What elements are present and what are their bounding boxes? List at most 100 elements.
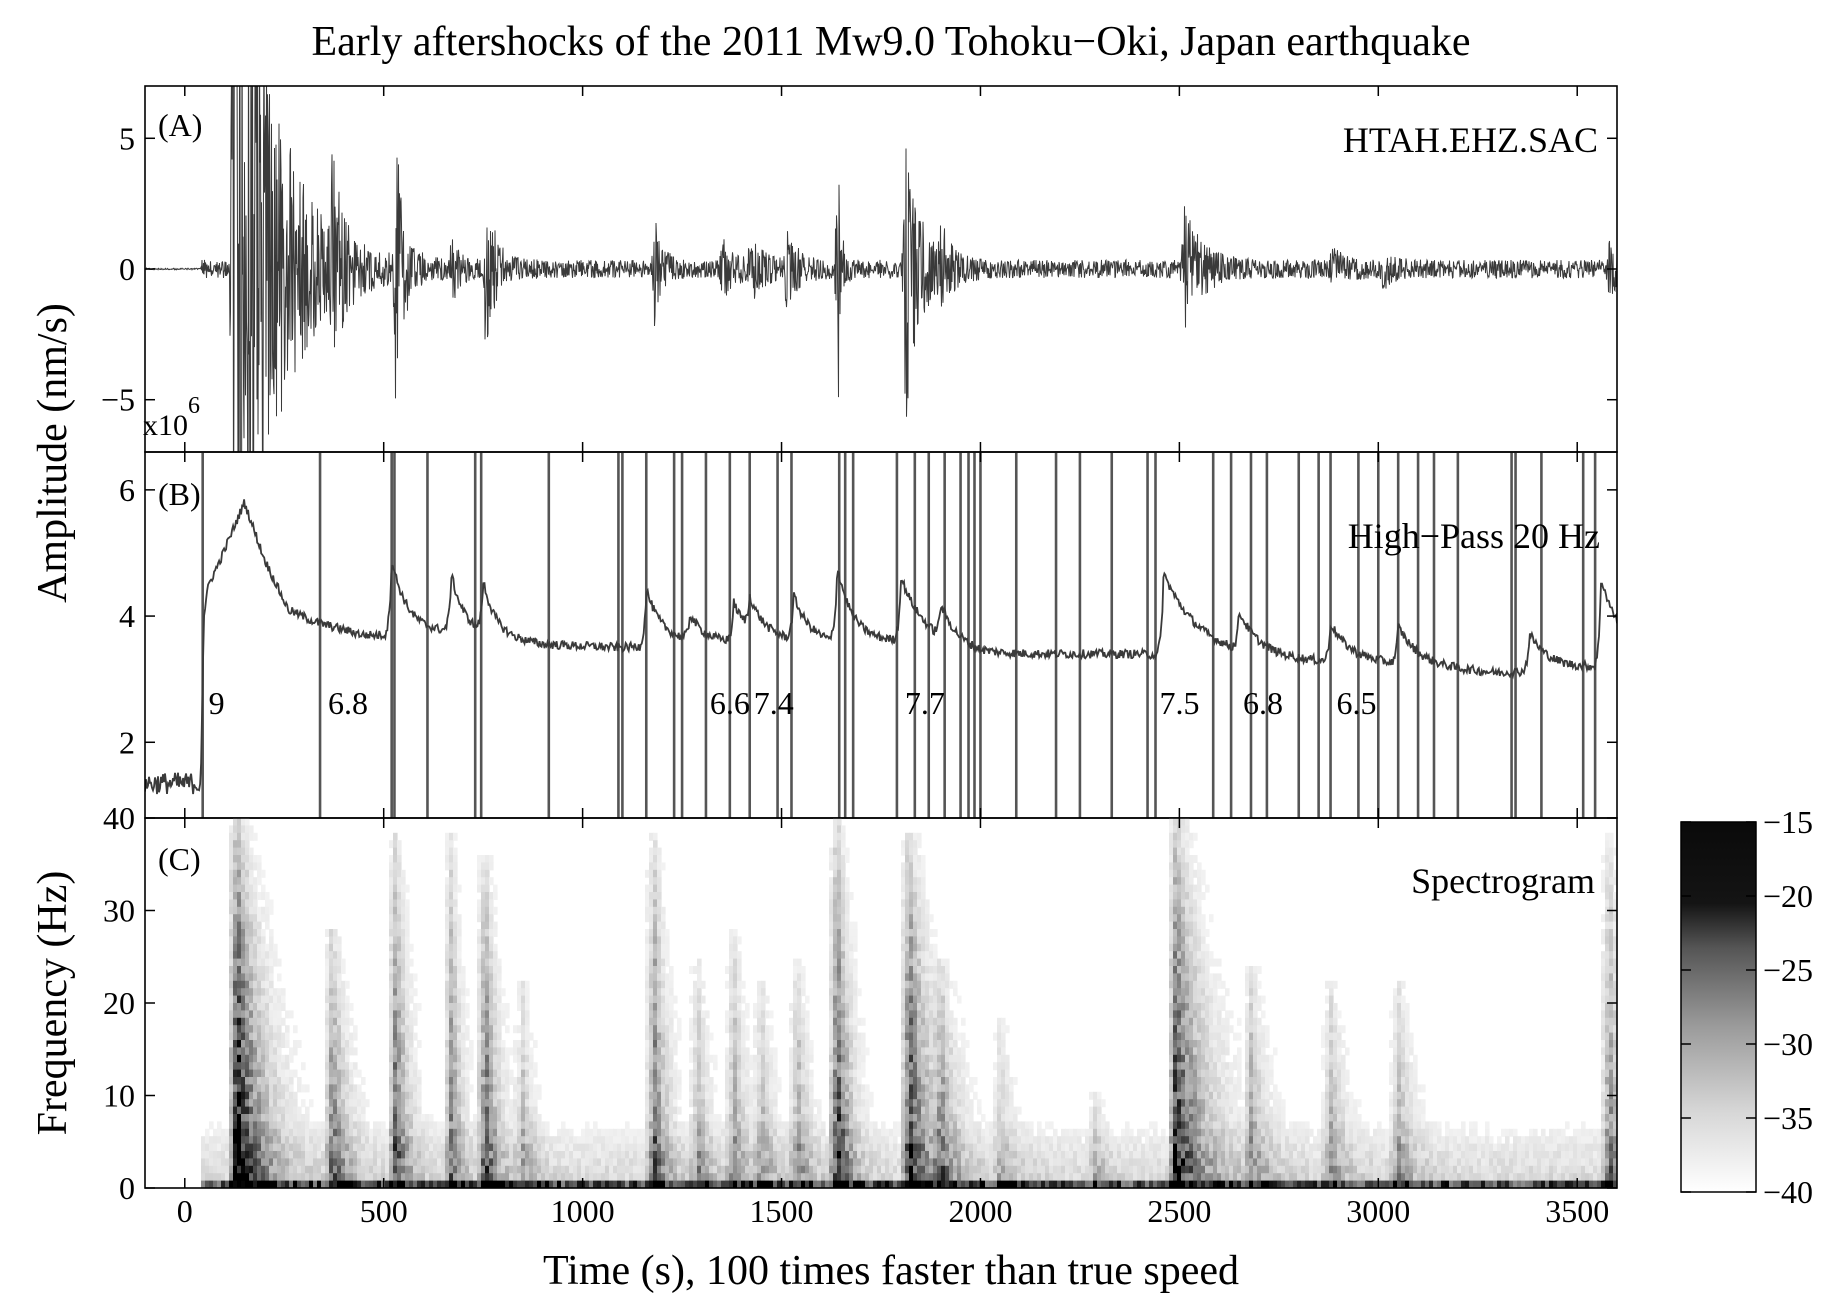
spectrogram-cell — [753, 1099, 758, 1108]
spectrogram-cell — [257, 1047, 262, 1056]
spectrogram-cell — [865, 1151, 870, 1159]
spectrogram-cell — [453, 929, 458, 937]
spectrogram-cell — [329, 1032, 334, 1041]
spectrogram-cell — [909, 988, 914, 997]
spectrogram-cell — [929, 1121, 934, 1130]
spectrogram-cell — [513, 1173, 518, 1182]
spectrogram-cell — [389, 1003, 394, 1011]
spectrogram-cell — [693, 1158, 698, 1167]
spectrogram-cell — [897, 1143, 902, 1152]
spectrogram-cell — [745, 1143, 750, 1152]
spectrogram-cell — [1077, 1165, 1082, 1174]
spectrogram-cell — [397, 855, 402, 863]
spectrogram-cell — [937, 980, 942, 989]
spectrogram-cell — [469, 1173, 474, 1182]
spectrogram-cell — [793, 1003, 798, 1011]
spectrogram-cell — [837, 1158, 842, 1167]
spectrogram-cell — [533, 1128, 538, 1137]
spectrogram-cell — [449, 877, 454, 886]
spectrogram-cell — [357, 1143, 362, 1152]
spectrogram-cell — [277, 1010, 282, 1019]
spectrogram-cell — [405, 1047, 410, 1056]
spectrogram-cell — [329, 1151, 334, 1159]
spectrogram-cell — [433, 1180, 438, 1188]
spectrogram-cell — [325, 988, 330, 997]
spectrogram-cell — [485, 958, 490, 967]
spectrogram-cell — [725, 1114, 730, 1122]
spectrogram-cell — [241, 951, 246, 960]
spectrogram-cell — [273, 943, 278, 952]
spectrogram-cell — [653, 1106, 658, 1115]
spectrogram-cell — [353, 1158, 358, 1167]
spectrogram-cell — [273, 1180, 278, 1188]
spectrogram-cell — [281, 1077, 286, 1085]
spectrogram-cell — [409, 943, 414, 952]
spectrogram-cell — [385, 1143, 390, 1152]
spectrogram-cell — [901, 1054, 906, 1063]
spectrogram-cell — [593, 1128, 598, 1137]
spectrogram-cell — [261, 1158, 266, 1167]
spectrogram-cell — [257, 1003, 262, 1011]
spectrogram-cell — [1005, 1158, 1010, 1167]
spectrogram-cell — [493, 1180, 498, 1188]
spectrogram-cell — [669, 1069, 674, 1078]
spectrogram-cell — [253, 1151, 258, 1159]
spectrogram-cell — [389, 973, 394, 982]
spectrogram-cell — [537, 1173, 542, 1182]
spectrogram-cell — [461, 1084, 466, 1093]
spectrogram-cell — [245, 1114, 250, 1122]
spectrogram-cell — [693, 995, 698, 1004]
spectrogram-cell — [401, 1003, 406, 1011]
spectrogram-cell — [1045, 1180, 1050, 1188]
spectrogram-cell — [481, 1069, 486, 1078]
spectrogram-cell — [737, 1003, 742, 1011]
spectrogram-cell — [997, 1173, 1002, 1182]
spectrogram-cell — [381, 1151, 386, 1159]
spectrogram-cell — [481, 1180, 486, 1188]
spectrogram-cell — [389, 1151, 394, 1159]
spectrogram-cell — [913, 966, 918, 974]
spectrogram-cell — [445, 906, 450, 915]
spectrogram-cell — [345, 1025, 350, 1034]
spectrogram-cell — [537, 1114, 542, 1122]
spectrogram-cell — [325, 1143, 330, 1152]
spectrogram-cell — [749, 1062, 754, 1071]
spectrogram-cell — [465, 1136, 470, 1145]
spectrogram-cell — [845, 1121, 850, 1130]
spectrogram-cell — [945, 1054, 950, 1063]
spectrogram-cell — [693, 1040, 698, 1048]
spectrogram-cell — [401, 951, 406, 960]
spectrogram-cell — [417, 1180, 422, 1188]
spectrogram-cell — [901, 892, 906, 900]
spectrogram-cell — [833, 921, 838, 930]
spectrogram-cell — [1013, 1106, 1018, 1115]
panel-a-multiplier-exponent: 6 — [188, 393, 200, 419]
spectrogram-cell — [445, 1025, 450, 1034]
spectrogram-cell — [645, 995, 650, 1004]
spectrogram-cell — [889, 1143, 894, 1152]
spectrogram-cell — [709, 1106, 714, 1115]
spectrogram-cell — [485, 1017, 490, 1026]
spectrogram-cell — [429, 1136, 434, 1145]
spectrogram-cell — [577, 1180, 582, 1188]
spectrogram-cell — [429, 1180, 434, 1188]
spectrogram-cell — [853, 1003, 858, 1011]
spectrogram-cell — [917, 1106, 922, 1115]
spectrogram-cell — [389, 869, 394, 878]
spectrogram-cell — [445, 1047, 450, 1056]
spectrogram-cell — [905, 906, 910, 915]
spectrogram-cell — [781, 1143, 786, 1152]
spectrogram-cell — [461, 1032, 466, 1041]
spectrogram-cell — [897, 1128, 902, 1137]
spectrogram-cell — [541, 1128, 546, 1137]
spectrogram-cell — [653, 1165, 658, 1174]
spectrogram-cell — [853, 1010, 858, 1019]
spectrogram-cell — [877, 1128, 882, 1137]
spectrogram-cell — [777, 1136, 782, 1145]
spectrogram-cell — [845, 1040, 850, 1048]
spectrogram-cell — [833, 1025, 838, 1034]
spectrogram-cell — [837, 973, 842, 982]
spectrogram-cell — [969, 1121, 974, 1130]
spectrogram-cell — [909, 1069, 914, 1078]
spectrogram-cell — [281, 1054, 286, 1063]
